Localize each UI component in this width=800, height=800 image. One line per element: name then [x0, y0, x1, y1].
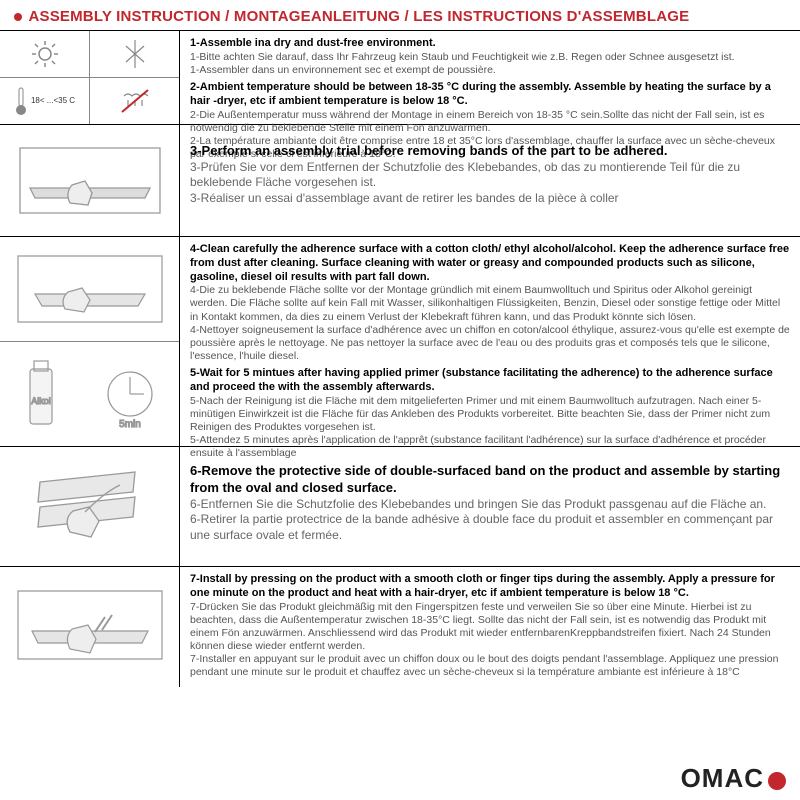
trial-fit-icon	[0, 125, 179, 236]
footer-logo: OMAC	[681, 763, 786, 794]
section-5-text: 7-Install by pressing on the product wit…	[180, 567, 800, 687]
no-wet-icon	[90, 78, 179, 125]
step-6-de: 6-Entfernen Sie die Schutzfolie des Kleb…	[190, 497, 790, 513]
wait-5min-label: 5min	[119, 419, 141, 430]
step-3-en: 3-Perform an assembly trial before remov…	[190, 143, 790, 160]
step-3-de: 3-Prüfen Sie vor dem Entfernen der Schut…	[190, 160, 790, 191]
step-4-fr: 4-Nettoyer soigneusement la surface d'ad…	[190, 324, 790, 363]
page-title: ASSEMBLY INSTRUCTION / MONTAGEANLEITUNG …	[28, 8, 689, 25]
logo-text: OMAC	[681, 763, 764, 794]
snow-icon	[90, 31, 179, 78]
section-1-text: 1-Assemble ina dry and dust-free environ…	[180, 31, 800, 124]
header: ASSEMBLY INSTRUCTION / MONTAGEANLEITUNG …	[0, 0, 800, 31]
step-5-de: 5-Nach der Reinigung ist die Fläche mit …	[190, 395, 790, 434]
alcohol-label: Alkol	[31, 396, 51, 406]
step-2-en: 2-Ambient temperature should be between …	[190, 81, 790, 109]
section-3-text: 4-Clean carefully the adherence surface …	[180, 237, 800, 446]
section-2-text: 3-Perform an assembly trial before remov…	[180, 125, 800, 236]
step-5-en: 5-Wait for 5 mintues after having applie…	[190, 367, 790, 395]
press-install-icon	[0, 567, 179, 687]
section-5: 7-Install by pressing on the product wit…	[0, 567, 800, 687]
section-3: Alkol 5min 4-Clean carefully the adheren…	[0, 237, 800, 447]
section-2-illustration	[0, 125, 180, 236]
thermometer-icon: 18< ...<35 C	[0, 78, 90, 125]
temp-range-label: 18< ...<35 C	[31, 96, 75, 105]
step-1-fr: 1-Assembler dans un environnement sec et…	[190, 64, 790, 77]
step-6-en: 6-Remove the protective side of double-s…	[190, 463, 790, 497]
primer-wait-icon: Alkol 5min	[0, 342, 179, 446]
step-7-de: 7-Drücken Sie das Produkt gleichmäßig mi…	[190, 601, 790, 654]
section-1-illustration: 18< ...<35 C	[0, 31, 180, 124]
step-4-de: 4-Die zu beklebende Fläche sollte vor de…	[190, 284, 790, 323]
logo-dot-icon	[768, 772, 786, 790]
sun-icon	[0, 31, 90, 78]
section-3-illustration: Alkol 5min	[0, 237, 180, 446]
step-7-en: 7-Install by pressing on the product wit…	[190, 573, 790, 601]
section-4-illustration	[0, 447, 180, 566]
clean-surface-icon	[0, 237, 179, 342]
header-bullet-icon	[14, 13, 22, 21]
section-4: 6-Remove the protective side of double-s…	[0, 447, 800, 567]
section-1: 18< ...<35 C 1-Assemble ina dry and dust…	[0, 31, 800, 125]
step-6-fr: 6-Retirer la partie protectrice de la ba…	[190, 512, 790, 543]
section-5-illustration	[0, 567, 180, 687]
step-1-en: 1-Assemble ina dry and dust-free environ…	[190, 37, 790, 51]
section-2: 3-Perform an assembly trial before remov…	[0, 125, 800, 237]
section-4-text: 6-Remove the protective side of double-s…	[180, 447, 800, 566]
step-7-fr: 7-Installer en appuyant sur le produit a…	[190, 653, 790, 679]
step-4-en: 4-Clean carefully the adherence surface …	[190, 243, 790, 284]
step-1-de: 1-Bitte achten Sie darauf, dass Ihr Fahr…	[190, 51, 790, 64]
step-3-fr: 3-Réaliser un essai d'assemblage avant d…	[190, 191, 790, 207]
peel-tape-icon	[0, 447, 179, 566]
